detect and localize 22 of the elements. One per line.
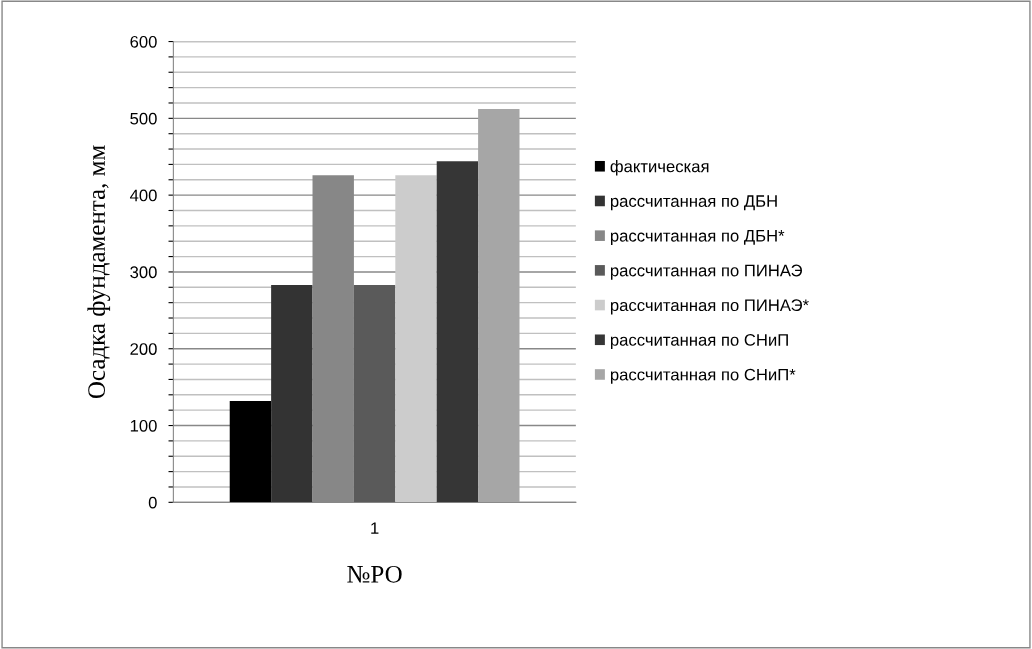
y-tick-label: 0 <box>148 496 157 509</box>
legend-label: рассчитанная по ДБН* <box>610 230 785 245</box>
bar <box>271 284 313 503</box>
y-axis-title: Осадка фундамента, мм <box>87 145 111 399</box>
bar <box>353 284 396 503</box>
bar <box>436 161 479 503</box>
legend-label: рассчитанная по ПИНАЭ <box>610 264 802 280</box>
y-tick-label: 200 <box>130 343 157 355</box>
y-tick-label: 600 <box>130 35 157 48</box>
y-tick-label: 300 <box>130 266 157 279</box>
legend-label: фактическая <box>610 160 709 176</box>
bar <box>478 109 520 503</box>
x-axis-title: №РО <box>347 565 402 583</box>
legend-label: рассчитанная по ПИНАЭ* <box>610 299 809 315</box>
y-tick-label: 500 <box>130 112 157 125</box>
x-tick-label: 1 <box>371 522 379 534</box>
legend-label: рассчитанная по ДБН <box>610 195 777 211</box>
legend-label: рассчитанная по СНиП <box>610 334 788 350</box>
legend-label: рассчитанная по СНиП* <box>610 368 796 384</box>
bar <box>229 400 272 503</box>
y-tick-label: 400 <box>129 189 157 202</box>
y-tick-label: 100 <box>130 419 157 432</box>
